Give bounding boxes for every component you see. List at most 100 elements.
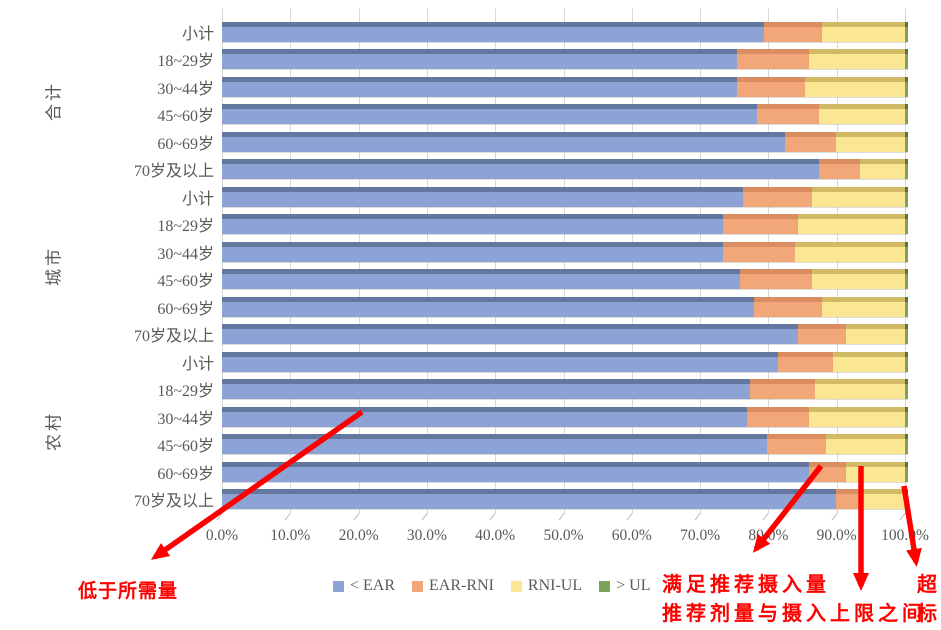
bar-segment <box>904 351 908 372</box>
stacked-bar <box>222 214 908 234</box>
bar-segment <box>798 214 905 234</box>
bar-track <box>222 348 908 376</box>
bar-segment <box>835 131 905 152</box>
category-label: 60~69岁 <box>157 465 214 483</box>
bar-segment <box>753 296 823 317</box>
bar-track <box>222 183 908 211</box>
x-axis-tick-label: 70.0% <box>680 527 721 544</box>
category-label: 70岁及以上 <box>133 493 214 511</box>
legend-item: RNI-UL <box>510 577 583 595</box>
table-row: 30~44岁 <box>96 403 908 431</box>
bar-segment <box>743 186 812 207</box>
bar-segment <box>222 351 778 372</box>
category-label: 45~60岁 <box>157 273 214 291</box>
bar-segment <box>222 21 764 42</box>
bar-segment <box>222 324 799 344</box>
bar-segment <box>859 159 905 179</box>
bar-segment <box>222 296 754 317</box>
bar-segment <box>904 131 908 152</box>
category-label: 70岁及以上 <box>133 163 214 181</box>
bar-segment <box>904 49 908 69</box>
stacked-bar <box>222 296 908 317</box>
bar-segment <box>904 379 908 399</box>
group-label: 农村 <box>44 410 64 451</box>
bar-track <box>222 18 908 46</box>
bar-segment <box>222 214 723 234</box>
x-axis: 0.0% 10.0% 20.0% 30.0% 40.0% 50.0% 60.0% 70.0% 8… <box>206 527 929 549</box>
bar-segment <box>757 104 819 124</box>
axis-tick <box>762 512 770 521</box>
bar-segment <box>794 241 905 262</box>
bar-segment <box>722 241 795 262</box>
table-row: 小计 <box>96 18 908 46</box>
category-label: 30~44岁 <box>157 410 214 428</box>
category-label: 18~29岁 <box>157 383 214 401</box>
bar-track <box>222 431 908 459</box>
category-label: 18~29岁 <box>157 53 214 71</box>
x-axis-tick-label: 30.0% <box>406 527 447 544</box>
bar-segment <box>767 434 826 454</box>
annotation-meets-recommended: 满足推荐摄入量 <box>662 574 830 596</box>
bar-track <box>222 238 908 266</box>
table-row: 45~60岁 <box>96 266 908 294</box>
stacked-bar <box>222 21 908 42</box>
stacked-bar <box>222 76 908 97</box>
bar-track <box>222 403 908 431</box>
bar-segment <box>904 406 908 427</box>
bar-segment <box>846 324 905 344</box>
axis-tick <box>558 512 565 521</box>
axis-tick <box>694 512 701 521</box>
stacked-bar <box>222 434 908 454</box>
table-row: 60~69岁 <box>96 458 908 486</box>
x-axis-tick-label: 40.0% <box>475 527 516 544</box>
group-label: 城市 <box>44 245 64 286</box>
legend-label: RNI-UL <box>527 577 583 594</box>
bar-segment <box>222 489 836 509</box>
legend-item: < EAR <box>333 577 395 595</box>
annotation-exceed-line1: 超 <box>917 574 937 596</box>
category-label: 小计 <box>181 355 214 373</box>
chart-rows: 小计 18~29岁 30~44岁 45~60岁 60~69岁 70岁及以上 小计 18~29岁… <box>96 18 908 513</box>
table-row: 70岁及以上 <box>96 321 908 349</box>
category-label: 70岁及以上 <box>133 328 214 346</box>
bar-segment <box>815 379 905 399</box>
group-label: 合计 <box>44 80 64 121</box>
annotation-between-rni-ul: 推荐剂量与摄入上限之间 <box>662 603 926 625</box>
stacked-bar <box>222 104 908 124</box>
category-label: 45~60岁 <box>157 438 214 456</box>
bar-segment <box>846 461 905 482</box>
stacked-bar <box>222 241 908 262</box>
bar-track <box>222 321 908 349</box>
legend: < EAR EAR-RNI RNI-UL > UL <box>333 577 651 595</box>
category-label: 30~44岁 <box>157 245 214 263</box>
bar-segment <box>808 49 905 69</box>
table-row: 70岁及以上 <box>96 156 908 184</box>
x-axis-tick-label: 0.0% <box>205 527 239 544</box>
bar-segment <box>222 379 751 399</box>
legend-swatch-icon <box>599 580 611 592</box>
legend-label: > UL <box>616 577 651 594</box>
bar-segment <box>222 434 768 454</box>
stacked-bar <box>222 351 908 372</box>
bar-segment <box>904 461 908 482</box>
stacked-bar <box>222 406 908 427</box>
stacked-bar <box>222 379 908 399</box>
legend-item: EAR-RNI <box>412 577 494 595</box>
bar-segment <box>222 49 737 69</box>
table-row: 45~60岁 <box>96 101 908 129</box>
x-axis-tick-label: 90.0% <box>816 527 857 544</box>
bar-segment <box>808 461 847 482</box>
bar-track <box>222 486 908 514</box>
stacked-bar <box>222 489 908 509</box>
table-row: 小计 <box>96 183 908 211</box>
bar-segment <box>818 159 860 179</box>
x-axis-tick-label: 20.0% <box>338 527 379 544</box>
category-label: 60~69岁 <box>157 300 214 318</box>
bar-segment <box>222 461 809 482</box>
x-axis-tick-label: 60.0% <box>611 527 652 544</box>
table-row: 30~44岁 <box>96 73 908 101</box>
stacked-bar <box>222 186 908 207</box>
stacked-bar <box>222 461 908 482</box>
bar-segment <box>222 186 744 207</box>
